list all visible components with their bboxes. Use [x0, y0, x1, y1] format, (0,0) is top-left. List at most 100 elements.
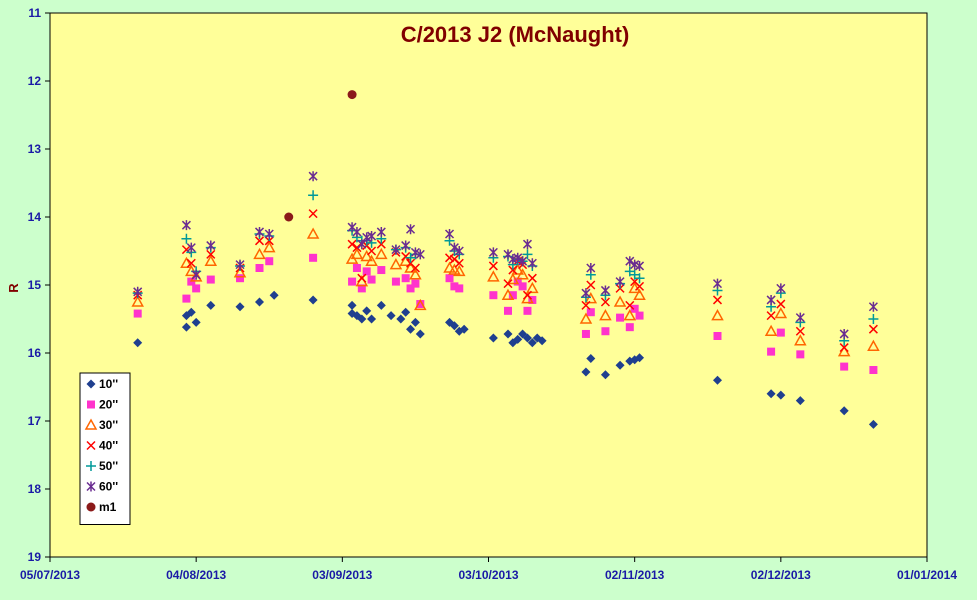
data-point	[795, 312, 805, 323]
data-point	[391, 244, 401, 255]
data-point	[615, 360, 625, 370]
series-m1	[284, 90, 357, 222]
data-point	[415, 249, 425, 260]
data-point	[527, 273, 537, 283]
data-point	[581, 288, 591, 299]
legend-label: 40''	[99, 439, 118, 453]
x-tick-label: 01/01/2014	[897, 568, 957, 582]
data-point	[869, 366, 878, 374]
series-10	[133, 290, 878, 429]
data-point	[449, 242, 459, 253]
data-point	[357, 314, 367, 324]
data-point	[522, 239, 533, 250]
legend-marker	[86, 379, 96, 389]
data-point	[795, 326, 805, 336]
data-point	[776, 299, 786, 309]
data-point	[600, 297, 610, 307]
data-point	[586, 353, 596, 363]
y-tick-label: 13	[28, 142, 42, 156]
data-point	[527, 258, 537, 269]
legend-marker	[84, 418, 98, 430]
data-point	[508, 291, 517, 300]
data-point	[528, 295, 537, 304]
data-point	[254, 226, 265, 237]
data-point	[450, 282, 459, 291]
data-point	[455, 284, 464, 293]
data-point	[489, 291, 498, 300]
data-point	[625, 323, 634, 332]
data-point	[635, 353, 645, 363]
data-point	[347, 90, 357, 100]
data-point	[206, 300, 216, 310]
data-point	[409, 268, 422, 280]
x-tick-label: 04/08/2013	[166, 568, 226, 582]
data-point	[357, 284, 366, 293]
legend-marker	[86, 461, 96, 471]
data-point	[513, 277, 522, 286]
data-point	[376, 239, 386, 249]
data-point	[635, 281, 645, 291]
data-point	[840, 362, 849, 371]
data-point	[348, 277, 357, 286]
data-point	[133, 286, 143, 297]
data-point	[365, 254, 378, 266]
data-point	[444, 229, 455, 239]
data-point	[308, 209, 318, 219]
data-point	[522, 333, 532, 343]
data-point	[401, 274, 410, 283]
data-point	[839, 343, 849, 353]
data-point	[131, 295, 144, 307]
data-point	[406, 284, 415, 293]
data-point	[623, 309, 637, 321]
data-point	[360, 249, 373, 262]
data-point	[254, 236, 265, 246]
data-point	[206, 249, 216, 259]
data-point	[191, 269, 201, 280]
data-point	[503, 306, 512, 315]
legend-marker	[86, 440, 96, 451]
data-point	[262, 241, 276, 253]
data-point	[357, 273, 367, 283]
data-point	[362, 267, 371, 276]
data-point	[795, 396, 805, 406]
data-point	[579, 312, 593, 324]
data-point	[586, 280, 596, 290]
data-point	[410, 247, 420, 258]
data-point	[233, 266, 247, 278]
data-point	[635, 260, 645, 271]
data-point	[511, 263, 525, 275]
data-point	[445, 274, 454, 283]
data-point	[776, 390, 786, 400]
legend-label: 10''	[99, 377, 118, 391]
data-point	[375, 247, 388, 260]
data-point	[459, 324, 469, 334]
data-point	[204, 254, 218, 266]
data-point	[503, 329, 513, 339]
data-point	[389, 258, 403, 270]
y-axis: 11 12 13 14 15 16 17 18 19	[28, 6, 50, 564]
data-point	[501, 288, 515, 300]
data-point	[518, 282, 527, 291]
data-series	[131, 90, 880, 429]
y-tick-label: 16	[28, 346, 42, 360]
data-point	[306, 227, 320, 239]
data-point	[625, 256, 635, 267]
data-point	[192, 284, 201, 293]
data-point	[599, 309, 612, 321]
data-point	[410, 263, 420, 273]
data-point	[615, 276, 625, 287]
data-point	[352, 226, 362, 237]
data-point	[868, 301, 878, 312]
data-point	[868, 314, 879, 324]
data-point	[347, 239, 357, 249]
data-point	[410, 317, 420, 327]
data-point	[357, 239, 367, 250]
data-point	[634, 273, 645, 284]
data-point	[415, 329, 425, 339]
data-point	[776, 283, 786, 294]
data-point	[391, 277, 400, 286]
data-point	[630, 304, 639, 313]
data-point	[712, 278, 723, 289]
data-point	[600, 370, 610, 380]
